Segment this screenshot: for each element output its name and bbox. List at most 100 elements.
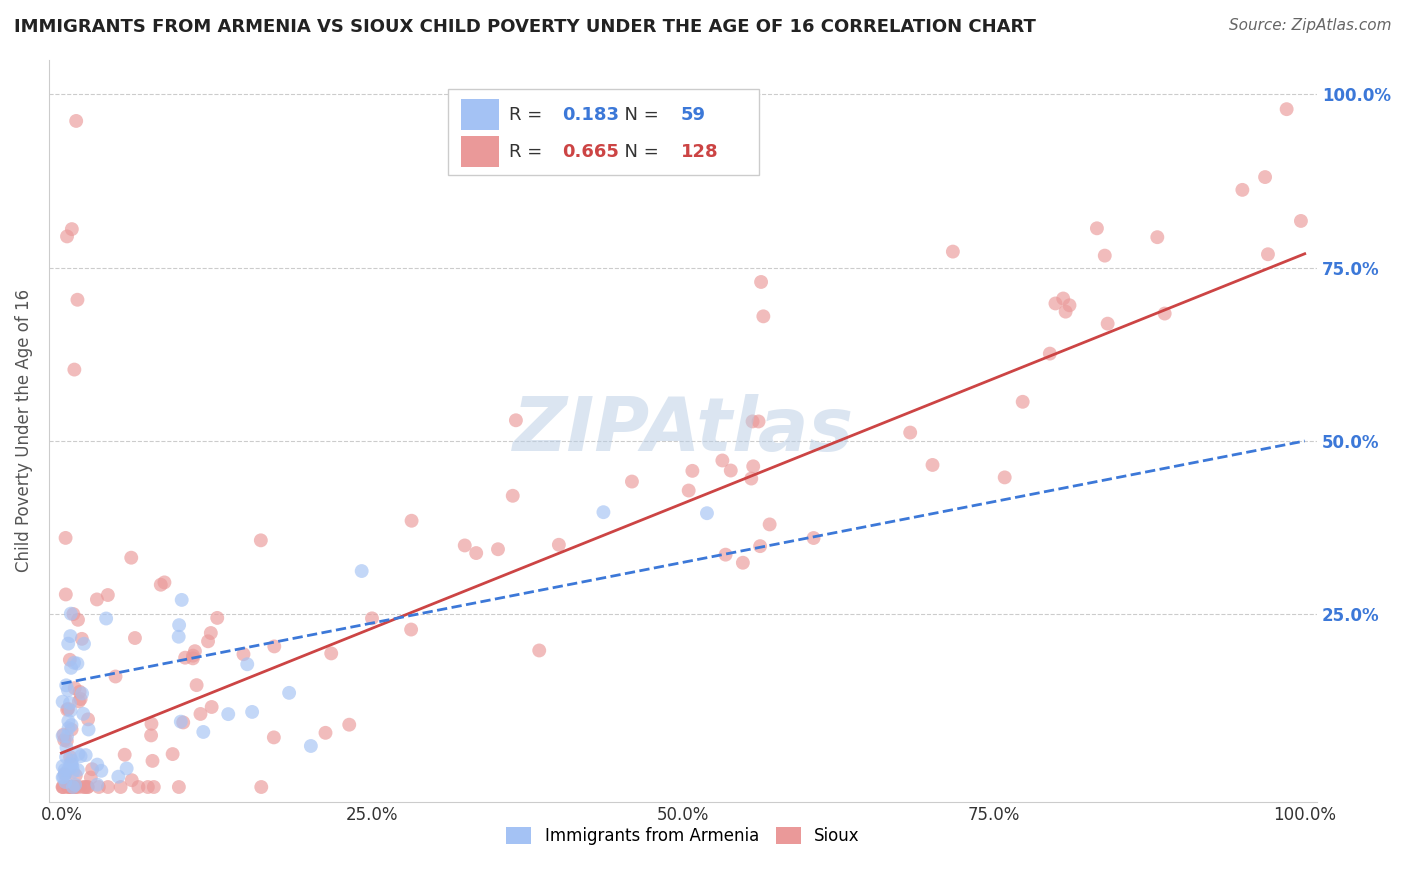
Sioux [1054,304,1077,318]
Y-axis label: Child Poverty Under the Age of 16: Child Poverty Under the Age of 16 [15,289,32,572]
Sioux [56,780,79,794]
Sioux [361,611,384,625]
Sioux [172,715,194,730]
Legend: Immigrants from Armenia, Sioux: Immigrants from Armenia, Sioux [506,827,859,846]
Sioux [67,694,90,708]
Sioux [141,716,163,731]
Sioux [714,548,737,562]
Immigrants from Armenia [86,757,108,772]
Immigrants from Armenia [58,714,80,728]
Sioux [401,514,423,528]
Sioux [56,229,79,244]
Sioux [529,643,551,657]
Sioux [749,275,772,289]
Sioux [104,669,127,683]
Sioux [69,685,91,699]
Immigrants from Armenia [696,506,718,520]
Sioux [898,425,921,440]
Sioux [73,780,96,794]
Sioux [731,556,754,570]
Text: IMMIGRANTS FROM ARMENIA VS SIOUX CHILD POVERTY UNDER THE AGE OF 16 CORRELATION C: IMMIGRANTS FROM ARMENIA VS SIOUX CHILD P… [14,18,1036,36]
Immigrants from Armenia [217,707,239,722]
Sioux [1275,102,1298,116]
Immigrants from Armenia [62,780,84,794]
Immigrants from Armenia [67,747,90,761]
Sioux [97,780,120,794]
Sioux [60,222,83,236]
Immigrants from Armenia [73,637,96,651]
Immigrants from Armenia [52,729,75,743]
Sioux [1094,249,1116,263]
Immigrants from Armenia [75,748,97,763]
Sioux [86,592,108,607]
Immigrants from Armenia [170,593,193,607]
Sioux [80,762,103,776]
Sioux [201,700,224,714]
Sioux [741,414,763,428]
Sioux [162,747,184,761]
Sioux [77,712,100,726]
Sioux [250,780,273,794]
Sioux [149,578,172,592]
Text: 128: 128 [681,143,718,161]
Sioux [711,453,734,467]
Sioux [181,648,204,663]
Text: ZIPAtlas: ZIPAtlas [513,394,853,467]
Sioux [454,538,477,552]
Immigrants from Armenia [60,661,83,675]
Sioux [502,489,524,503]
Sioux [69,692,91,706]
Sioux [56,703,79,717]
Sioux [758,517,780,532]
Sioux [1059,298,1081,312]
Sioux [73,780,96,794]
FancyBboxPatch shape [449,89,759,175]
Immigrants from Armenia [72,706,94,721]
Sioux [142,780,165,794]
Sioux [136,780,159,794]
Sioux [59,653,82,667]
Immigrants from Armenia [107,770,129,784]
Sioux [65,780,87,794]
Sioux [65,114,87,128]
Immigrants from Armenia [63,656,86,670]
Sioux [186,678,208,692]
Sioux [678,483,700,498]
Sioux [1097,317,1119,331]
Sioux [67,780,90,794]
Immigrants from Armenia [56,683,79,698]
Sioux [62,607,84,621]
Immigrants from Armenia [52,759,75,773]
Sioux [181,651,204,665]
Immigrants from Armenia [350,564,373,578]
Sioux [994,470,1017,484]
Sioux [748,414,770,428]
Sioux [1289,214,1312,228]
Immigrants from Armenia [63,778,86,792]
Sioux [63,362,86,376]
Sioux [76,780,98,794]
Sioux [486,542,509,557]
Immigrants from Armenia [592,505,614,519]
Sioux [53,767,76,781]
Immigrants from Armenia [70,686,93,700]
Sioux [55,734,77,748]
Sioux [547,538,569,552]
Sioux [1254,170,1277,185]
Sioux [1052,292,1074,306]
Immigrants from Armenia [56,730,79,744]
Immigrants from Armenia [170,714,193,729]
Sioux [740,471,762,485]
Sioux [59,780,82,794]
Sioux [1039,346,1062,360]
Sioux [315,726,337,740]
Immigrants from Armenia [52,770,75,784]
Sioux [66,293,89,307]
Sioux [60,780,83,794]
Text: N =: N = [613,105,665,123]
Sioux [66,613,89,627]
Immigrants from Armenia [167,630,190,644]
Immigrants from Armenia [278,686,301,700]
Sioux [197,634,219,648]
Immigrants from Armenia [55,740,77,755]
